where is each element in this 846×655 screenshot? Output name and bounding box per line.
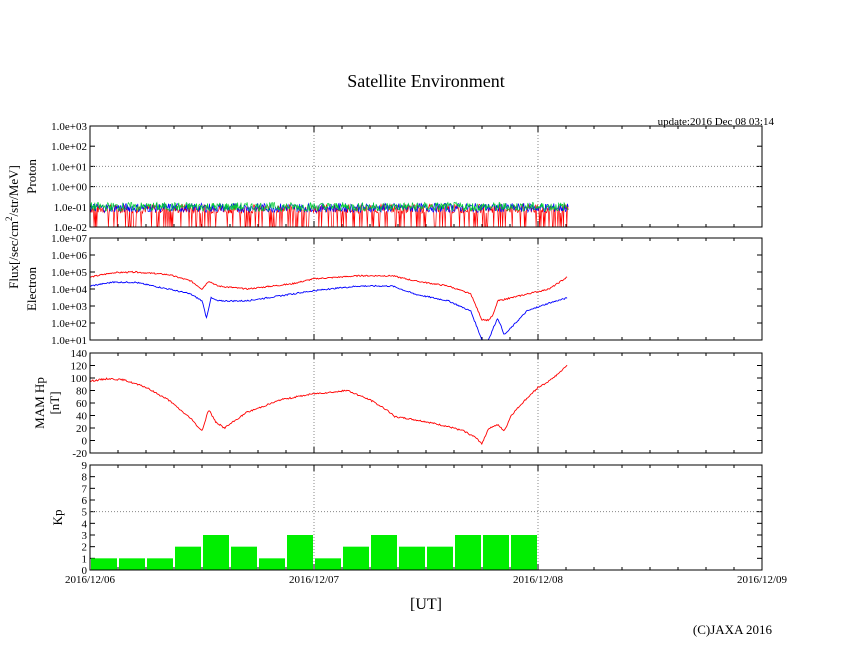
y-tick-label: 1.0e+00: [51, 182, 87, 194]
y-tick-label: 1.0e+01: [51, 161, 87, 173]
mam_hp-series-red: [89, 364, 568, 446]
kp-bar: [483, 535, 509, 570]
y-tick-label: 5: [82, 507, 88, 519]
y-tick-label: 1.0e+05: [51, 267, 87, 279]
electron-axis-label: Electron: [24, 266, 39, 311]
x-tick-label: 2016/12/09: [737, 574, 788, 586]
y-tick-label: 1.0e+01: [51, 335, 87, 347]
y-tick-label: 1.0e-01: [54, 202, 87, 214]
y-tick-label: 4: [82, 518, 88, 530]
copyright-text: (C)JAXA 2016: [693, 622, 773, 637]
y-tick-label: -20: [72, 448, 87, 460]
y-tick-label: 3: [82, 530, 88, 542]
y-tick-label: 80: [76, 386, 88, 398]
y-tick-label: 40: [76, 411, 88, 423]
electron-series-blue: [89, 280, 568, 341]
y-tick-label: 7: [82, 483, 88, 495]
kp-bar: [399, 546, 425, 570]
y-tick-label: 1.0e+02: [51, 318, 87, 330]
kp-bar: [511, 535, 537, 570]
y-tick-label: 0: [82, 565, 88, 577]
kp-bar: [455, 535, 481, 570]
y-tick-label: 1.0e+02: [51, 141, 87, 153]
mam-hp-label: MAM Hp: [32, 377, 47, 429]
kp-bar: [287, 535, 313, 570]
y-tick-label: 6: [82, 495, 88, 507]
panel-proton: 1.0e-02 1.0e-01 1.0e+00 1.0e+01 1.0e+02 1.0e+…: [24, 121, 763, 234]
flux-label-base: Flux[/sec/cm: [6, 221, 21, 289]
y-tick-label: 1.0e+03: [51, 121, 87, 133]
panel-electron: 1.0e+01 1.0e+02 1.0e+03 1.0e+04 1.0e+05 1.0e+…: [24, 233, 763, 347]
x-tick-label: 2016/12/08: [513, 574, 564, 586]
kp-bar: [91, 558, 117, 570]
flux-axis-label: Flux[/sec/cm2/str/MeV]: [4, 165, 21, 289]
kp-bar: [119, 558, 145, 570]
y-tick-label: 8: [82, 472, 88, 484]
kp-bar: [259, 558, 285, 570]
y-tick-label: 0: [82, 436, 88, 448]
y-tick-label: 1.0e+07: [51, 233, 87, 245]
kp-bar: [231, 546, 257, 570]
flux-label-rest: /str/MeV]: [6, 165, 21, 216]
y-tick-label: 1.0e-02: [54, 222, 87, 234]
y-tick-label: 1.0e+06: [51, 250, 87, 262]
y-tick-label: 100: [71, 373, 88, 385]
y-tick-label: 9: [82, 460, 88, 472]
x-axis-label: [UT]: [410, 596, 442, 613]
kp-bar: [203, 535, 229, 570]
kp-bar: [175, 546, 201, 570]
mam-hp-unit: [nT]: [47, 391, 62, 414]
y-tick-label: 1.0e+04: [51, 284, 87, 296]
panel-frame: [89, 464, 763, 571]
electron-series-red: [89, 270, 568, 322]
panel-frame: [89, 125, 763, 228]
proton-axis-label: Proton: [24, 159, 39, 194]
y-tick-label: 1.0e+03: [51, 301, 87, 313]
x-tick-label: 2016/12/07: [289, 574, 340, 586]
kp-axis-label: Kp: [50, 510, 65, 526]
kp-bar: [343, 546, 369, 570]
proton-series-green: [89, 201, 569, 213]
y-tick-label: 60: [76, 398, 88, 410]
kp-bar: [315, 558, 341, 570]
kp-bar: [427, 546, 453, 570]
x-tick-label: 2016/12/06: [65, 574, 116, 586]
panel-frame: [89, 237, 763, 341]
flux-label-sup: 2: [4, 216, 14, 221]
chart-title: Satellite Environment: [347, 71, 504, 91]
y-tick-label: 1: [82, 553, 88, 565]
panel-frame: [89, 352, 763, 454]
y-tick-label: 2: [82, 542, 88, 554]
y-tick-label: 140: [71, 348, 88, 360]
kp-bar: [147, 558, 173, 570]
y-tick-label: 120: [71, 361, 88, 373]
y-tick-label: 20: [76, 423, 88, 435]
update-timestamp: update:2016 Dec 08 03:14: [658, 116, 775, 128]
kp-bar: [371, 535, 397, 570]
